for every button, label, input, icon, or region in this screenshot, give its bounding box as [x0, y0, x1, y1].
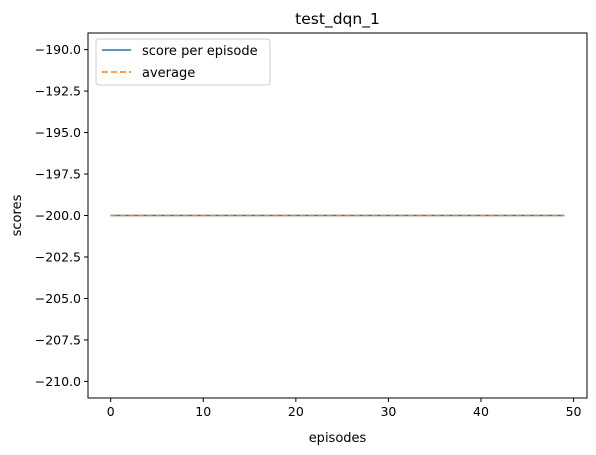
y-tick-label: −200.0 — [35, 208, 81, 223]
y-tick-label: −195.0 — [35, 125, 81, 140]
y-tick-label: −210.0 — [35, 374, 81, 389]
x-tick-label: 50 — [566, 404, 582, 419]
x-tick-label: 10 — [195, 404, 211, 419]
x-tick-label: 0 — [107, 404, 115, 419]
legend-label-score-per-episode: score per episode — [142, 44, 258, 59]
y-tick-label: −190.0 — [35, 42, 81, 57]
legend: score per episode average — [95, 38, 271, 86]
y-tick-label: −197.5 — [35, 167, 81, 182]
axis-ticks: 0 10 20 30 40 50 −190.0 −192.5 −195.0 −197.5 −200.… — [35, 42, 582, 419]
y-axis-label: scores — [10, 194, 25, 236]
x-tick-label: 20 — [288, 404, 304, 419]
x-tick-label: 40 — [473, 404, 489, 419]
y-tick-label: −202.5 — [35, 249, 81, 264]
y-tick-label: −205.0 — [35, 291, 81, 306]
y-tick-label: −192.5 — [35, 84, 81, 99]
plot-frame — [87, 32, 588, 399]
x-tick-label: 30 — [380, 404, 396, 419]
legend-box — [95, 38, 271, 86]
legend-label-average: average — [142, 66, 195, 81]
x-axis-label: episodes — [309, 431, 367, 446]
chart-title: test_dqn_1 — [295, 10, 380, 29]
y-tick-label: −207.5 — [35, 332, 81, 347]
